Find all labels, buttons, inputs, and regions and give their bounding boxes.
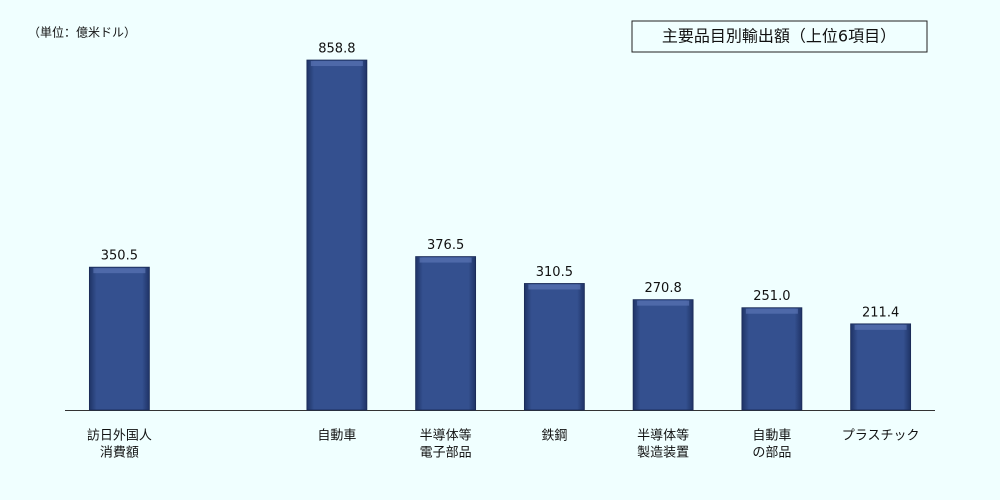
bar bbox=[415, 256, 477, 411]
x-tick-label: 訪日外国人 bbox=[87, 428, 152, 444]
chart-title: 主要品目別輸出額（上位6項目） bbox=[662, 27, 896, 46]
bar-highlight bbox=[637, 300, 690, 306]
bar bbox=[88, 266, 150, 411]
x-tick-label: の部品 bbox=[752, 446, 791, 461]
x-tick-label: プラスチック bbox=[842, 429, 920, 444]
x-tick-label: 半導体等 bbox=[637, 428, 689, 444]
bar bbox=[632, 299, 694, 411]
x-tick-label: 自動車 bbox=[317, 429, 356, 444]
bar bbox=[306, 59, 368, 411]
value-label: 310.5 bbox=[536, 265, 573, 280]
x-tick-label: 半導体等 bbox=[420, 428, 472, 444]
x-tick-label: 消費額 bbox=[100, 446, 139, 461]
value-label: 376.5 bbox=[427, 238, 464, 253]
value-label: 270.8 bbox=[645, 281, 682, 296]
value-label: 858.8 bbox=[318, 42, 355, 57]
value-label: 251.0 bbox=[753, 289, 790, 304]
bar-highlight bbox=[310, 61, 363, 67]
x-tick-label: 鉄鋼 bbox=[541, 429, 567, 444]
bar-highlight bbox=[419, 257, 472, 263]
bar bbox=[741, 307, 803, 411]
value-label: 350.5 bbox=[101, 249, 138, 264]
bar-highlight bbox=[745, 308, 798, 314]
x-tick-label: 製造装置 bbox=[637, 446, 689, 461]
bar-highlight bbox=[528, 284, 581, 290]
bar-highlight bbox=[93, 268, 146, 274]
title-box bbox=[631, 20, 928, 53]
unit-label: （単位：億米ドル） bbox=[28, 25, 136, 40]
bar-highlight bbox=[854, 324, 907, 330]
x-tick-label: 自動車 bbox=[752, 429, 791, 444]
bar bbox=[523, 283, 585, 411]
bar bbox=[850, 323, 912, 411]
x-tick-label: 電子部品 bbox=[420, 446, 472, 461]
value-label: 211.4 bbox=[862, 305, 899, 320]
